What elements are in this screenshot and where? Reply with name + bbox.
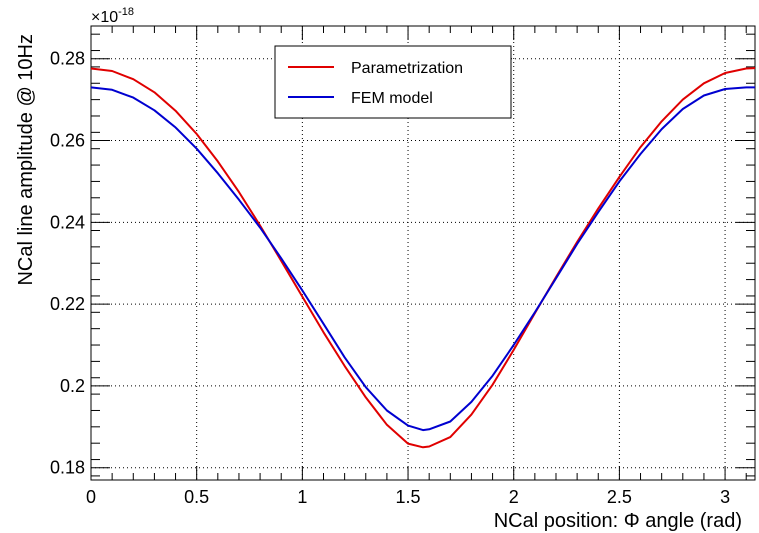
- y-tick-label: 0.26: [50, 131, 85, 151]
- y-tick-label: 0.28: [50, 49, 85, 69]
- y-tick-label: 0.24: [50, 212, 85, 232]
- x-tick-label: 0: [86, 487, 96, 507]
- x-tick-label: 2: [509, 487, 519, 507]
- legend-label-fem-model: FEM model: [351, 90, 433, 107]
- y-tick-label: 0.2: [60, 376, 85, 396]
- x-tick-label: 1.5: [396, 487, 421, 507]
- x-tick-label: 1: [297, 487, 307, 507]
- legend: Parametrization FEM model: [275, 46, 511, 118]
- y-axis-exponent: ×10-18: [91, 6, 134, 26]
- x-axis-label: NCal position: Φ angle (rad): [494, 510, 742, 532]
- x-tick-label: 0.5: [184, 487, 209, 507]
- y-tick-label: 0.22: [50, 294, 85, 314]
- y-axis-label: NCal line amplitude @ 10Hz: [15, 34, 37, 286]
- x-tick-label: 2.5: [607, 487, 632, 507]
- y-axis-exponent-base: ×10: [91, 9, 118, 26]
- y-tick-label: 0.18: [50, 458, 85, 478]
- y-axis-exponent-power: -18: [118, 6, 134, 18]
- legend-box: [275, 46, 511, 118]
- x-tick-label: 3: [720, 487, 730, 507]
- legend-label-parametrization: Parametrization: [351, 60, 463, 77]
